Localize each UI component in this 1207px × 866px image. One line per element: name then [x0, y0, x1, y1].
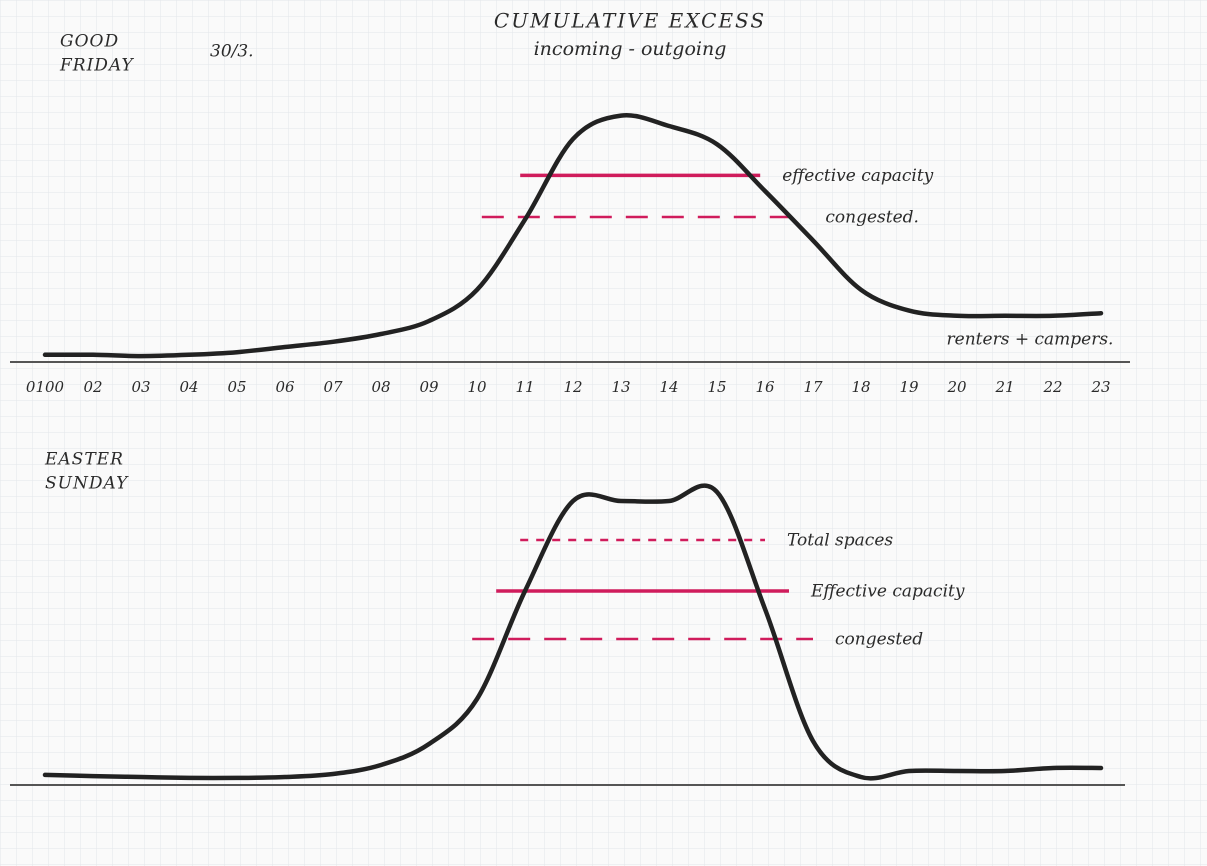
chart-title: FRIDAY — [59, 56, 135, 76]
x-tick-label: 04 — [179, 378, 198, 396]
line-series — [42, 483, 1104, 781]
chart-title: EASTER — [44, 450, 124, 470]
x-tick-label: 19 — [899, 378, 919, 396]
x-tick-label: 08 — [371, 378, 390, 396]
x-tick-label: 12 — [563, 378, 582, 396]
x-tick-label: 20 — [946, 378, 967, 396]
chart-title: SUNDAY — [45, 474, 129, 494]
x-tick-label: 09 — [419, 378, 439, 396]
reference-label: congested — [835, 630, 923, 650]
x-tick-label: 14 — [659, 378, 678, 396]
reference-label: effective capacity — [782, 166, 933, 186]
chart-date: 30/3. — [210, 42, 254, 62]
x-tick-label: 23 — [1090, 378, 1110, 396]
legend-label: renters + campers. — [947, 330, 1114, 350]
x-tick-label: 07 — [323, 378, 343, 396]
x-tick-label: 15 — [707, 378, 726, 396]
x-tick-label: 22 — [1042, 378, 1062, 396]
x-tick-label: 11 — [515, 378, 534, 396]
reference-label: Total spaces — [787, 531, 893, 551]
x-tick-label: 06 — [275, 378, 295, 396]
page-subtitle: incoming - outgoing — [534, 38, 727, 60]
chart-title: GOOD — [60, 32, 119, 52]
x-tick-label: 0100 — [26, 378, 65, 396]
reference-label: congested. — [825, 208, 919, 228]
x-tick-label: 10 — [467, 378, 487, 396]
x-tick-label: 05 — [227, 378, 246, 396]
x-tick-label: 21 — [994, 378, 1014, 396]
x-tick-label: 18 — [851, 378, 870, 396]
x-tick-label: 16 — [755, 378, 775, 396]
page-title: CUMULATIVE EXCESS — [494, 9, 766, 33]
x-tick-label: 17 — [803, 378, 823, 396]
x-tick-label: 03 — [131, 378, 150, 396]
reference-label: Effective capacity — [810, 582, 965, 602]
x-tick-label: 13 — [611, 378, 630, 396]
line-series — [42, 112, 1104, 359]
x-tick-label: 02 — [83, 378, 102, 396]
